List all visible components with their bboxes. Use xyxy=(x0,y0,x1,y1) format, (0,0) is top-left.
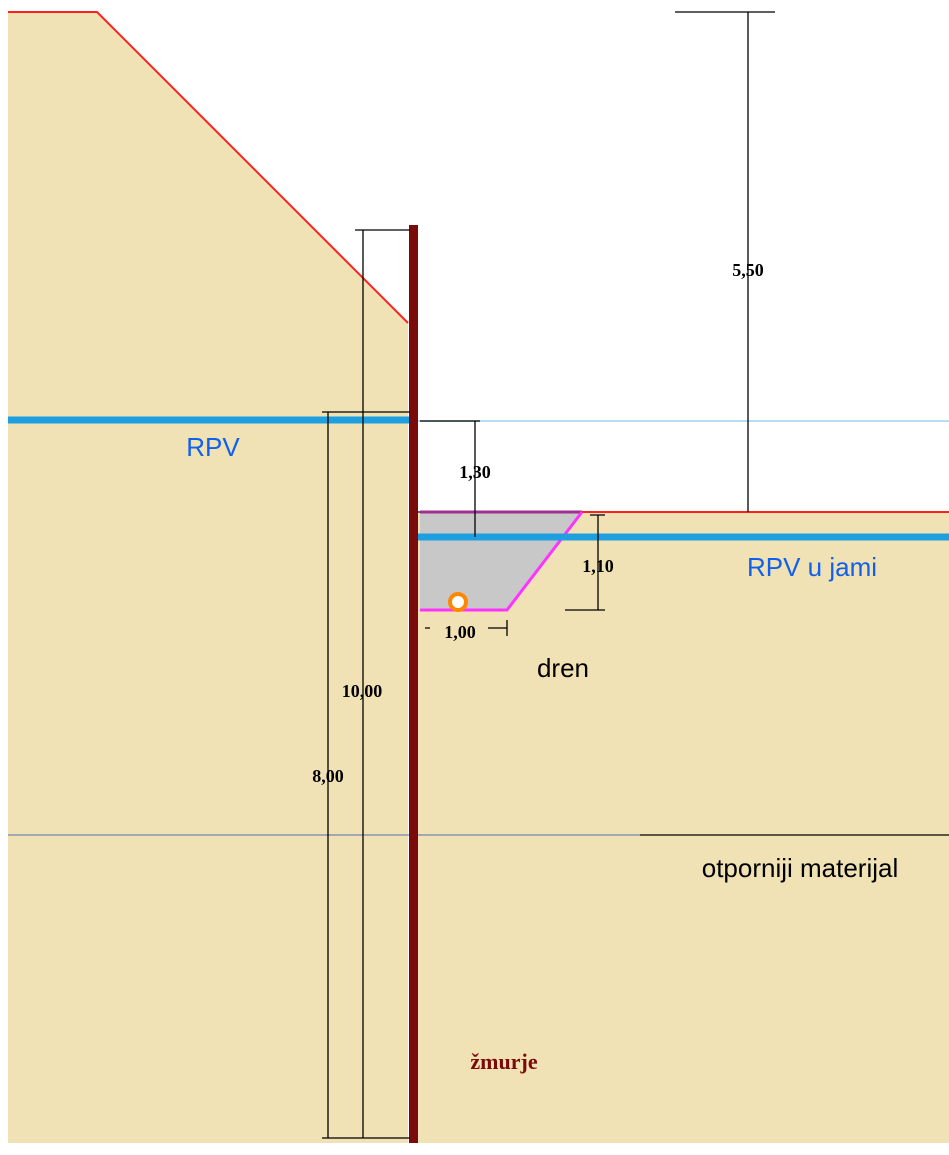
sheet-pile xyxy=(409,225,418,1143)
drain-label: dren xyxy=(537,653,589,683)
water-level-label: RPV xyxy=(186,432,240,462)
sheet-pile-label: žmurje xyxy=(470,1049,537,1074)
dimension-lines xyxy=(322,11,775,1139)
dim-label: 5,50 xyxy=(732,260,764,280)
layer-label: otporniji materijal xyxy=(702,853,899,883)
drain-pipe xyxy=(448,592,468,612)
dim-label: 1,00 xyxy=(444,622,476,642)
dim-label: 10,00 xyxy=(342,681,383,701)
dim-label: 8,00 xyxy=(312,766,344,786)
slope-line xyxy=(8,11,409,324)
water-level-pit-label: RPV u jami xyxy=(747,552,877,582)
dim-label: 1,10 xyxy=(582,556,614,576)
soil-right xyxy=(418,512,949,1143)
soil-left xyxy=(8,12,408,1143)
dim-label: 1,30 xyxy=(459,462,491,482)
drain-outline xyxy=(420,511,584,612)
